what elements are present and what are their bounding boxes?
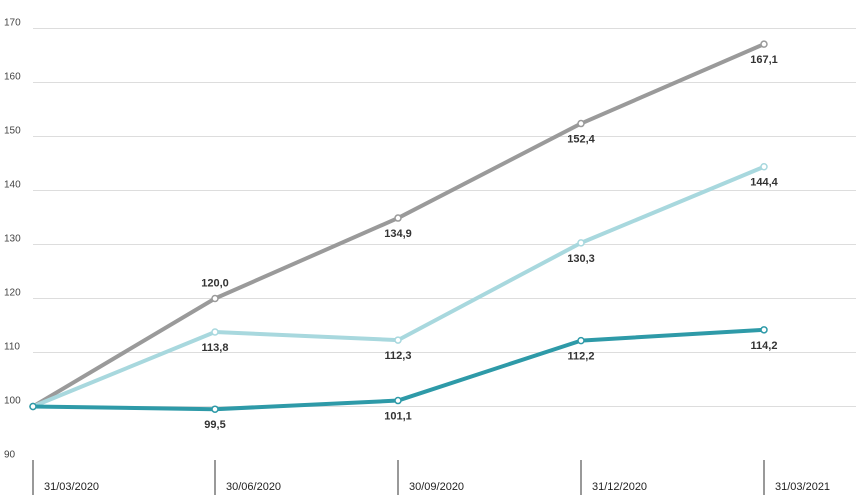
y-tick-label: 150 [4, 126, 21, 137]
data-point [577, 119, 585, 128]
y-tick-label: 140 [4, 180, 21, 191]
data-point [211, 328, 219, 336]
data-point [760, 40, 768, 48]
data-point [577, 239, 585, 247]
x-tick-label: 30/06/2020 [226, 481, 281, 493]
data-label: 112,2 [568, 351, 595, 363]
data-point [394, 336, 402, 344]
x-tick-label: 31/03/2021 [775, 481, 830, 493]
series-line [31, 164, 766, 409]
data-label: 134,9 [384, 228, 412, 240]
x-tick-label: 30/09/2020 [409, 481, 464, 493]
y-tick-label: 170 [4, 18, 21, 29]
y-tick-label: 120 [4, 288, 21, 299]
data-point [760, 326, 768, 334]
data-point [577, 336, 585, 345]
data-label: 99,5 [204, 419, 225, 431]
data-point [394, 396, 402, 405]
data-label: 144,4 [750, 177, 778, 189]
x-tick-label: 31/03/2020 [44, 481, 99, 493]
y-tick-label: 100 [4, 396, 21, 407]
data-label: 113,8 [202, 342, 229, 354]
data-label: 114,2 [751, 340, 778, 352]
y-tick-label: 130 [4, 234, 21, 245]
data-point [29, 402, 37, 411]
data-label: 130,3 [567, 253, 595, 265]
data-point [211, 294, 219, 303]
y-tick-label: 160 [4, 72, 21, 83]
data-label: 112,3 [385, 350, 412, 362]
x-tick-label: 31/12/2020 [592, 481, 647, 493]
y-tick-label: 90 [4, 450, 16, 461]
data-point [394, 214, 402, 222]
data-label: 167,1 [750, 54, 778, 66]
y-tick-label: 110 [4, 342, 20, 353]
data-label: 101,1 [384, 411, 412, 423]
data-label: 152,4 [567, 134, 595, 146]
data-point [211, 405, 219, 413]
data-point [760, 162, 768, 171]
data-label: 120,0 [201, 278, 229, 290]
